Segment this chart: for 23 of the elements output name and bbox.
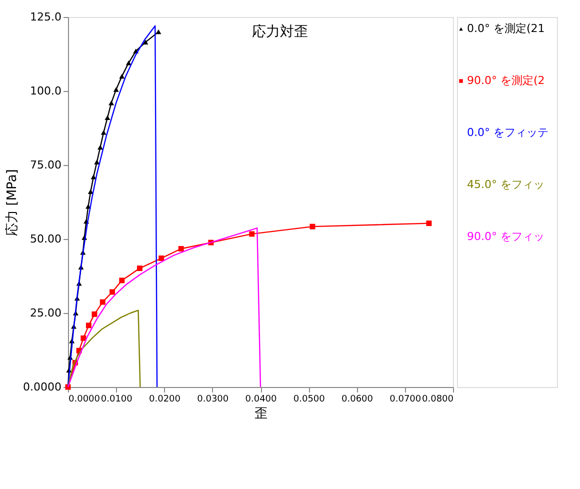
text: 45.0° をフィッ: [467, 178, 544, 191]
text: 90.0° をフィッ: [467, 230, 544, 243]
text: 0.0° をフィッテ: [467, 126, 548, 139]
y-tick-label: 125.0: [30, 10, 62, 24]
x-tick-label: 0.0800: [422, 394, 454, 404]
x-tick-label: 0.0200: [149, 394, 181, 404]
x-tick-label: 0.0000: [68, 394, 100, 404]
x-tick-label: 0.0700: [390, 394, 422, 404]
x-axis-title: 歪: [254, 406, 268, 422]
y-tick-label: 75.00: [30, 158, 62, 172]
y-tick-label: 50.00: [30, 232, 62, 246]
x-tick-label: 0.0600: [342, 394, 374, 404]
text: 応力対歪: [252, 24, 308, 40]
y-axis-title: 応力 [MPa]: [4, 169, 20, 236]
x-tick-label: 0.0500: [293, 394, 326, 404]
x-tick-label: 0.0400: [245, 394, 278, 404]
legend-label: 90.0° を測定(2: [467, 74, 545, 87]
y-tick-label: 25.00: [30, 306, 62, 320]
legend-label: 0.0° を測定(21: [467, 22, 545, 35]
y-tick-label: 100.0: [30, 84, 62, 98]
x-tick-label: 0.0300: [197, 394, 229, 404]
y-tick-label: 0.0000: [23, 380, 62, 394]
x-tick-label: 0.0100: [100, 394, 133, 404]
